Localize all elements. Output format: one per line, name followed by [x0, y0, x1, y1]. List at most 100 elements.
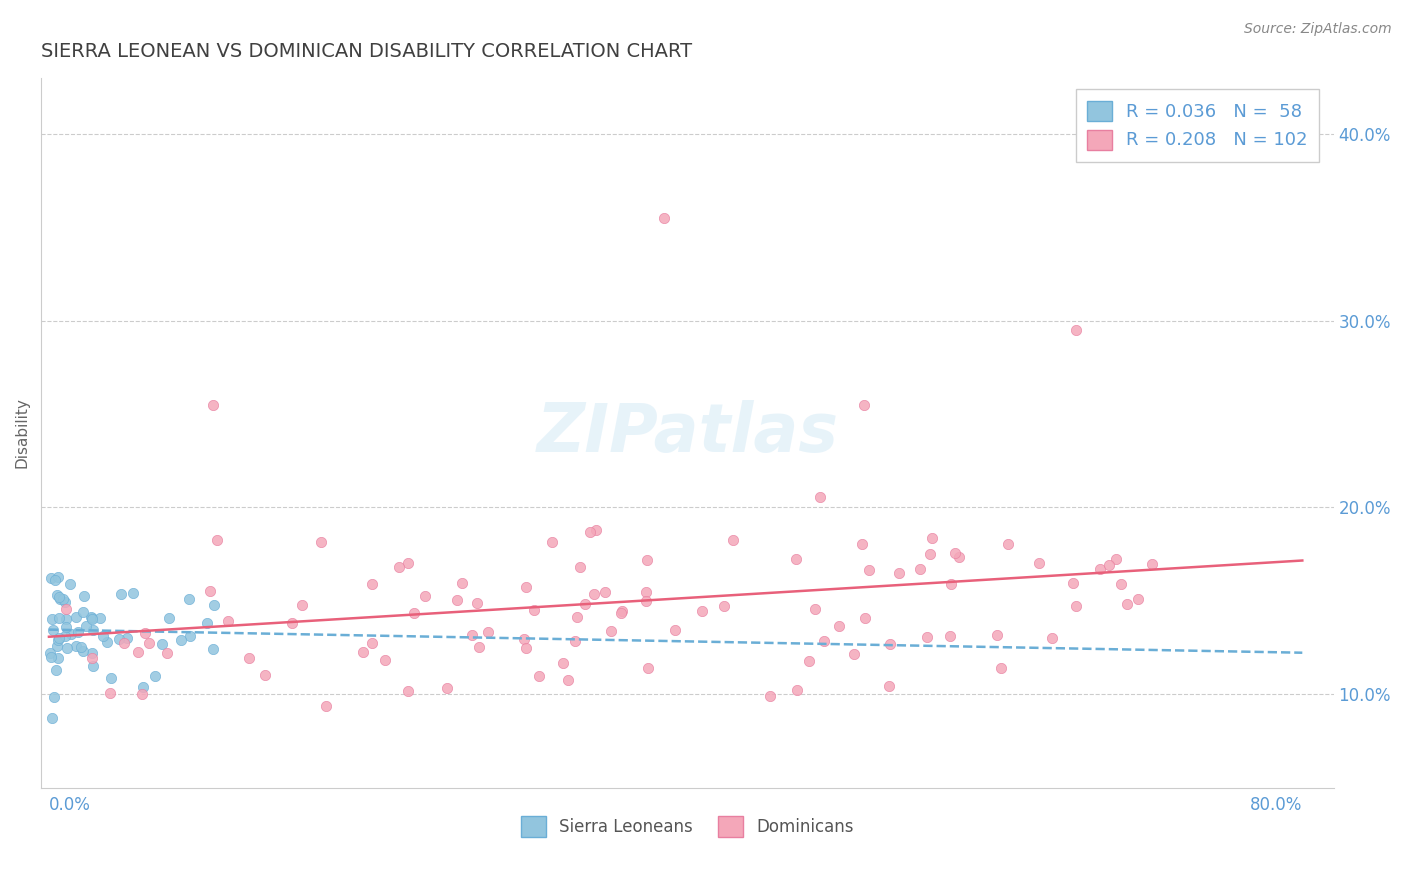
Point	[49, 591, 72, 606]
Point	[82, 624, 104, 638]
Y-axis label: Disability: Disability	[15, 397, 30, 468]
Point	[72, 605, 94, 619]
Point	[1126, 592, 1149, 607]
Point	[202, 642, 225, 657]
Point	[515, 580, 537, 594]
Point	[52, 592, 75, 607]
Point	[39, 650, 62, 665]
Point	[797, 654, 820, 668]
Point	[42, 690, 65, 704]
Text: ZIPatlas: ZIPatlas	[536, 400, 838, 466]
Point	[195, 615, 218, 630]
Point	[915, 630, 938, 644]
Point	[804, 602, 827, 616]
Text: 0.0%: 0.0%	[49, 797, 91, 814]
Point	[664, 623, 686, 637]
Point	[690, 604, 713, 618]
Point	[939, 576, 962, 591]
Point	[48, 591, 70, 605]
Point	[599, 624, 621, 639]
Point	[609, 607, 631, 621]
Point	[254, 668, 277, 682]
Point	[80, 646, 103, 660]
Point	[853, 611, 876, 625]
Point	[527, 669, 550, 683]
Point	[157, 611, 180, 625]
Point	[205, 533, 228, 547]
Point	[150, 637, 173, 651]
Point	[91, 629, 114, 643]
Point	[89, 611, 111, 625]
Point	[374, 653, 396, 667]
Point	[465, 596, 488, 610]
Point	[415, 589, 437, 603]
Point	[44, 574, 66, 588]
Point	[134, 626, 156, 640]
Point	[170, 632, 193, 647]
Point	[1098, 558, 1121, 573]
Point	[889, 566, 911, 581]
Point	[127, 645, 149, 659]
Point	[115, 631, 138, 645]
Point	[70, 640, 93, 654]
Point	[100, 671, 122, 685]
Point	[579, 524, 602, 539]
Point	[55, 602, 77, 616]
Point	[842, 647, 865, 661]
Point	[523, 603, 546, 617]
Point	[759, 689, 782, 703]
Point	[1090, 562, 1112, 576]
Point	[939, 629, 962, 643]
Point	[201, 398, 224, 412]
Point	[96, 634, 118, 648]
Point	[1028, 556, 1050, 570]
Point	[45, 639, 67, 653]
Point	[281, 615, 304, 630]
Point	[396, 556, 419, 570]
Point	[852, 398, 875, 412]
Point	[1111, 576, 1133, 591]
Point	[997, 537, 1019, 551]
Text: 80.0%: 80.0%	[1250, 797, 1302, 814]
Point	[1116, 597, 1139, 611]
Point	[75, 619, 97, 633]
Point	[132, 680, 155, 694]
Point	[53, 595, 76, 609]
Point	[1142, 557, 1164, 571]
Point	[39, 572, 62, 586]
Point	[112, 636, 135, 650]
Point	[513, 632, 536, 646]
Point	[388, 560, 411, 574]
Point	[568, 559, 591, 574]
Point	[82, 659, 104, 673]
Point	[315, 699, 337, 714]
Point	[108, 632, 131, 647]
Point	[65, 639, 87, 653]
Point	[55, 612, 77, 626]
Point	[1105, 551, 1128, 566]
Point	[48, 611, 70, 625]
Point	[402, 606, 425, 620]
Point	[515, 640, 537, 655]
Point	[564, 634, 586, 648]
Point	[1066, 323, 1088, 337]
Point	[446, 593, 468, 607]
Point	[574, 597, 596, 611]
Point	[652, 211, 675, 225]
Point	[808, 490, 831, 504]
Point	[200, 584, 222, 599]
Point	[450, 575, 472, 590]
Point	[436, 681, 458, 695]
Point	[813, 634, 835, 648]
Point	[65, 610, 87, 624]
Point	[877, 679, 900, 693]
Point	[82, 651, 104, 665]
Point	[217, 614, 239, 628]
Point	[72, 644, 94, 658]
Point	[59, 626, 82, 640]
Point	[177, 591, 200, 606]
Point	[143, 669, 166, 683]
Point	[360, 577, 382, 591]
Point	[636, 585, 658, 599]
Point	[948, 549, 970, 564]
